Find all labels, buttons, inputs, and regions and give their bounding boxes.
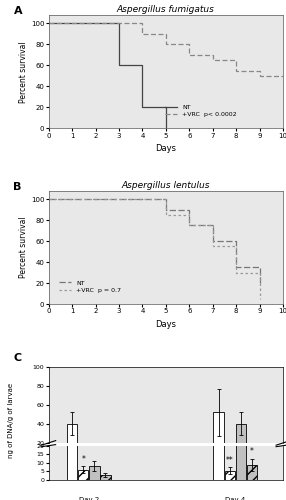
Bar xyxy=(213,390,224,480)
Text: B: B xyxy=(13,182,22,192)
Bar xyxy=(78,456,88,462)
Legend: NT, +VRC  p< 0.0002: NT, +VRC p< 0.0002 xyxy=(162,102,240,120)
Text: *: * xyxy=(81,454,85,464)
Text: C: C xyxy=(13,353,21,363)
Bar xyxy=(247,464,257,480)
X-axis label: Days: Days xyxy=(155,144,176,153)
Bar xyxy=(100,475,111,480)
Title: Aspergillus lentulus: Aspergillus lentulus xyxy=(122,181,210,190)
X-axis label: Days: Days xyxy=(155,320,176,329)
Bar xyxy=(236,412,246,480)
Bar xyxy=(67,412,77,480)
Y-axis label: Percent survival: Percent survival xyxy=(19,41,28,102)
Bar xyxy=(100,459,111,462)
Bar xyxy=(89,454,100,462)
Bar xyxy=(225,470,235,480)
Text: **: ** xyxy=(226,456,234,464)
Bar xyxy=(236,424,246,462)
Bar xyxy=(213,412,224,462)
Bar xyxy=(89,466,100,480)
Bar xyxy=(225,456,235,462)
Text: *: * xyxy=(250,447,254,456)
Bar xyxy=(67,424,77,462)
Text: ng of DNA/g of larvae: ng of DNA/g of larvae xyxy=(9,382,14,458)
Y-axis label: Percent survival: Percent survival xyxy=(19,216,28,278)
Title: Aspergillus fumigatus: Aspergillus fumigatus xyxy=(117,5,215,14)
Text: A: A xyxy=(13,6,22,16)
Bar xyxy=(78,470,88,480)
Text: Day 4: Day 4 xyxy=(225,497,245,500)
Text: Day 2: Day 2 xyxy=(79,497,99,500)
Bar xyxy=(247,454,257,462)
Legend: NT, +VRC  p = 0.7: NT, +VRC p = 0.7 xyxy=(56,278,124,295)
